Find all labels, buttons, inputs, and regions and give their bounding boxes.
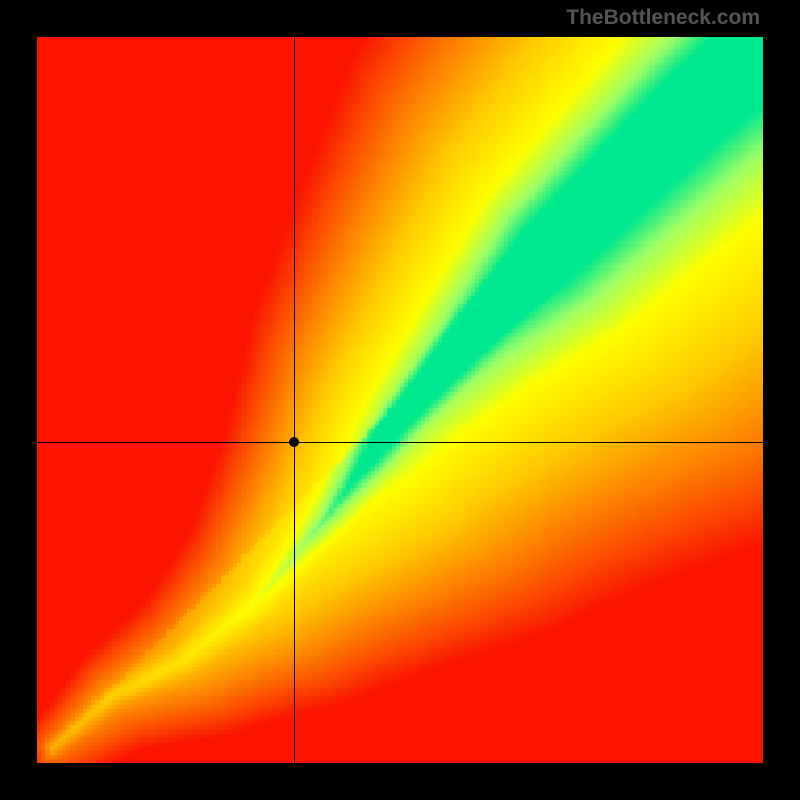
crosshair-vertical — [294, 37, 295, 763]
heatmap-canvas — [37, 37, 763, 763]
crosshair-horizontal — [37, 442, 763, 443]
plot-area — [37, 37, 763, 763]
watermark-text: TheBottleneck.com — [566, 6, 760, 30]
crosshair-dot — [289, 437, 299, 447]
chart-container: TheBottleneck.com — [0, 0, 800, 800]
